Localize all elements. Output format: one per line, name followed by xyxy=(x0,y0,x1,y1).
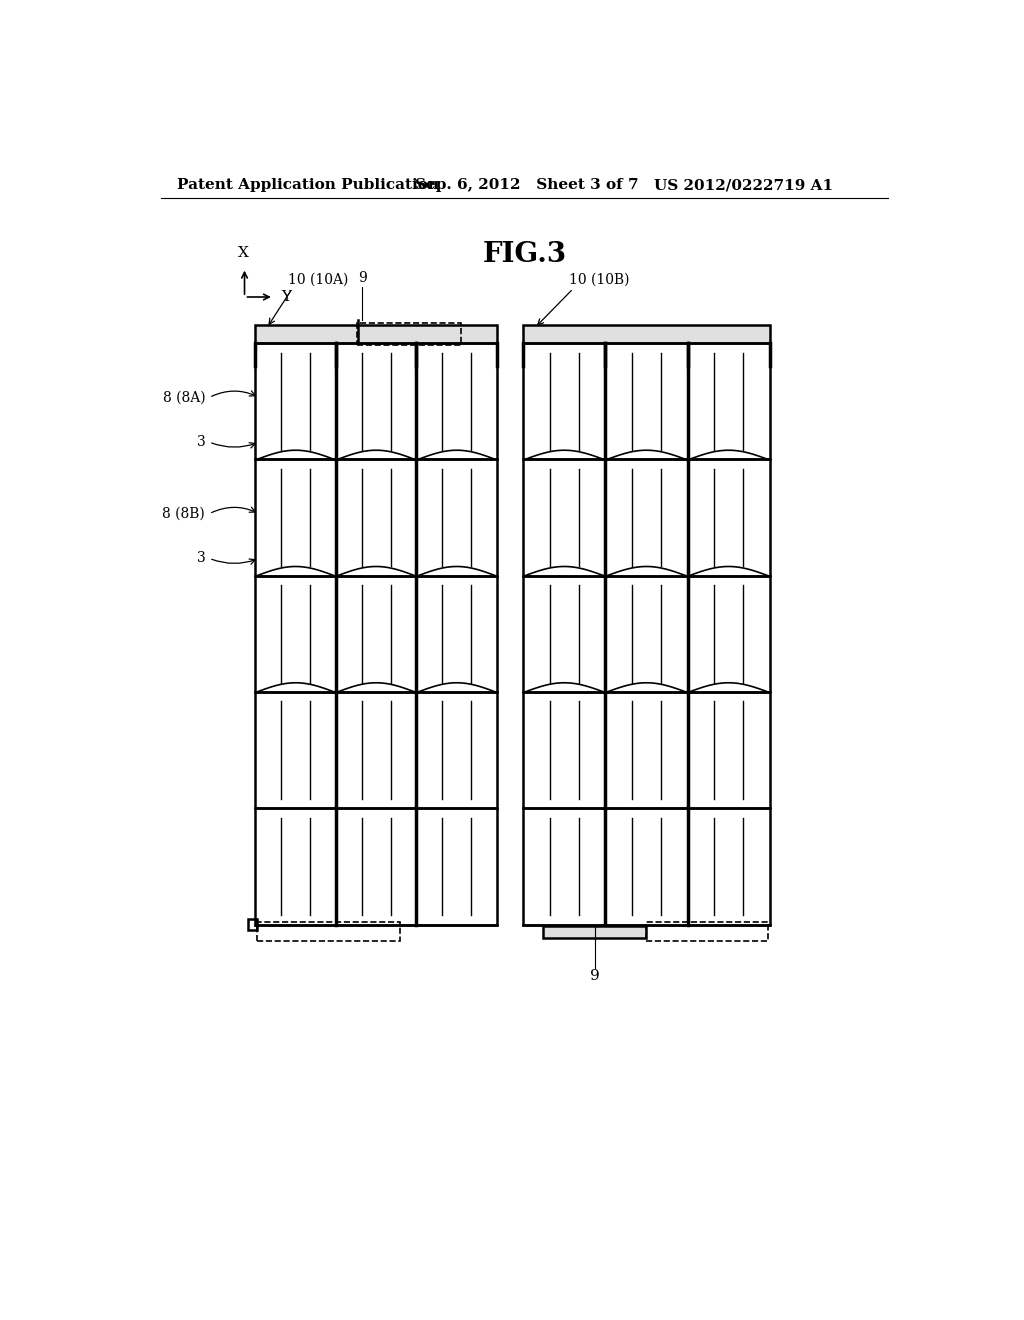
Bar xyxy=(255,459,497,576)
Text: 3: 3 xyxy=(197,552,205,565)
Text: US 2012/0222719 A1: US 2012/0222719 A1 xyxy=(654,178,834,193)
Bar xyxy=(356,323,461,345)
Text: 9: 9 xyxy=(357,271,367,285)
Text: 10 (10B): 10 (10B) xyxy=(569,273,630,286)
Bar xyxy=(646,923,768,941)
Bar xyxy=(255,343,497,459)
Bar xyxy=(255,576,497,692)
Bar xyxy=(248,919,257,929)
Text: 10 (10A): 10 (10A) xyxy=(289,273,349,286)
Bar xyxy=(255,808,497,924)
Bar xyxy=(257,923,400,941)
Bar xyxy=(523,808,770,924)
Bar xyxy=(523,576,770,692)
Text: Patent Application Publication: Patent Application Publication xyxy=(177,178,438,193)
Text: Sep. 6, 2012   Sheet 3 of 7: Sep. 6, 2012 Sheet 3 of 7 xyxy=(416,178,639,193)
Text: FIG.3: FIG.3 xyxy=(482,242,567,268)
Bar xyxy=(543,927,646,939)
Bar xyxy=(255,692,497,808)
Bar xyxy=(523,343,770,459)
Text: Y: Y xyxy=(282,290,292,304)
Text: 3: 3 xyxy=(197,436,205,449)
Text: 8 (8B): 8 (8B) xyxy=(163,507,205,521)
Text: 8 (8A): 8 (8A) xyxy=(163,391,205,404)
Bar xyxy=(255,326,497,343)
Text: 9: 9 xyxy=(590,969,600,983)
Bar xyxy=(523,459,770,576)
Bar xyxy=(523,692,770,808)
Text: X: X xyxy=(238,246,249,260)
Bar xyxy=(523,326,770,343)
